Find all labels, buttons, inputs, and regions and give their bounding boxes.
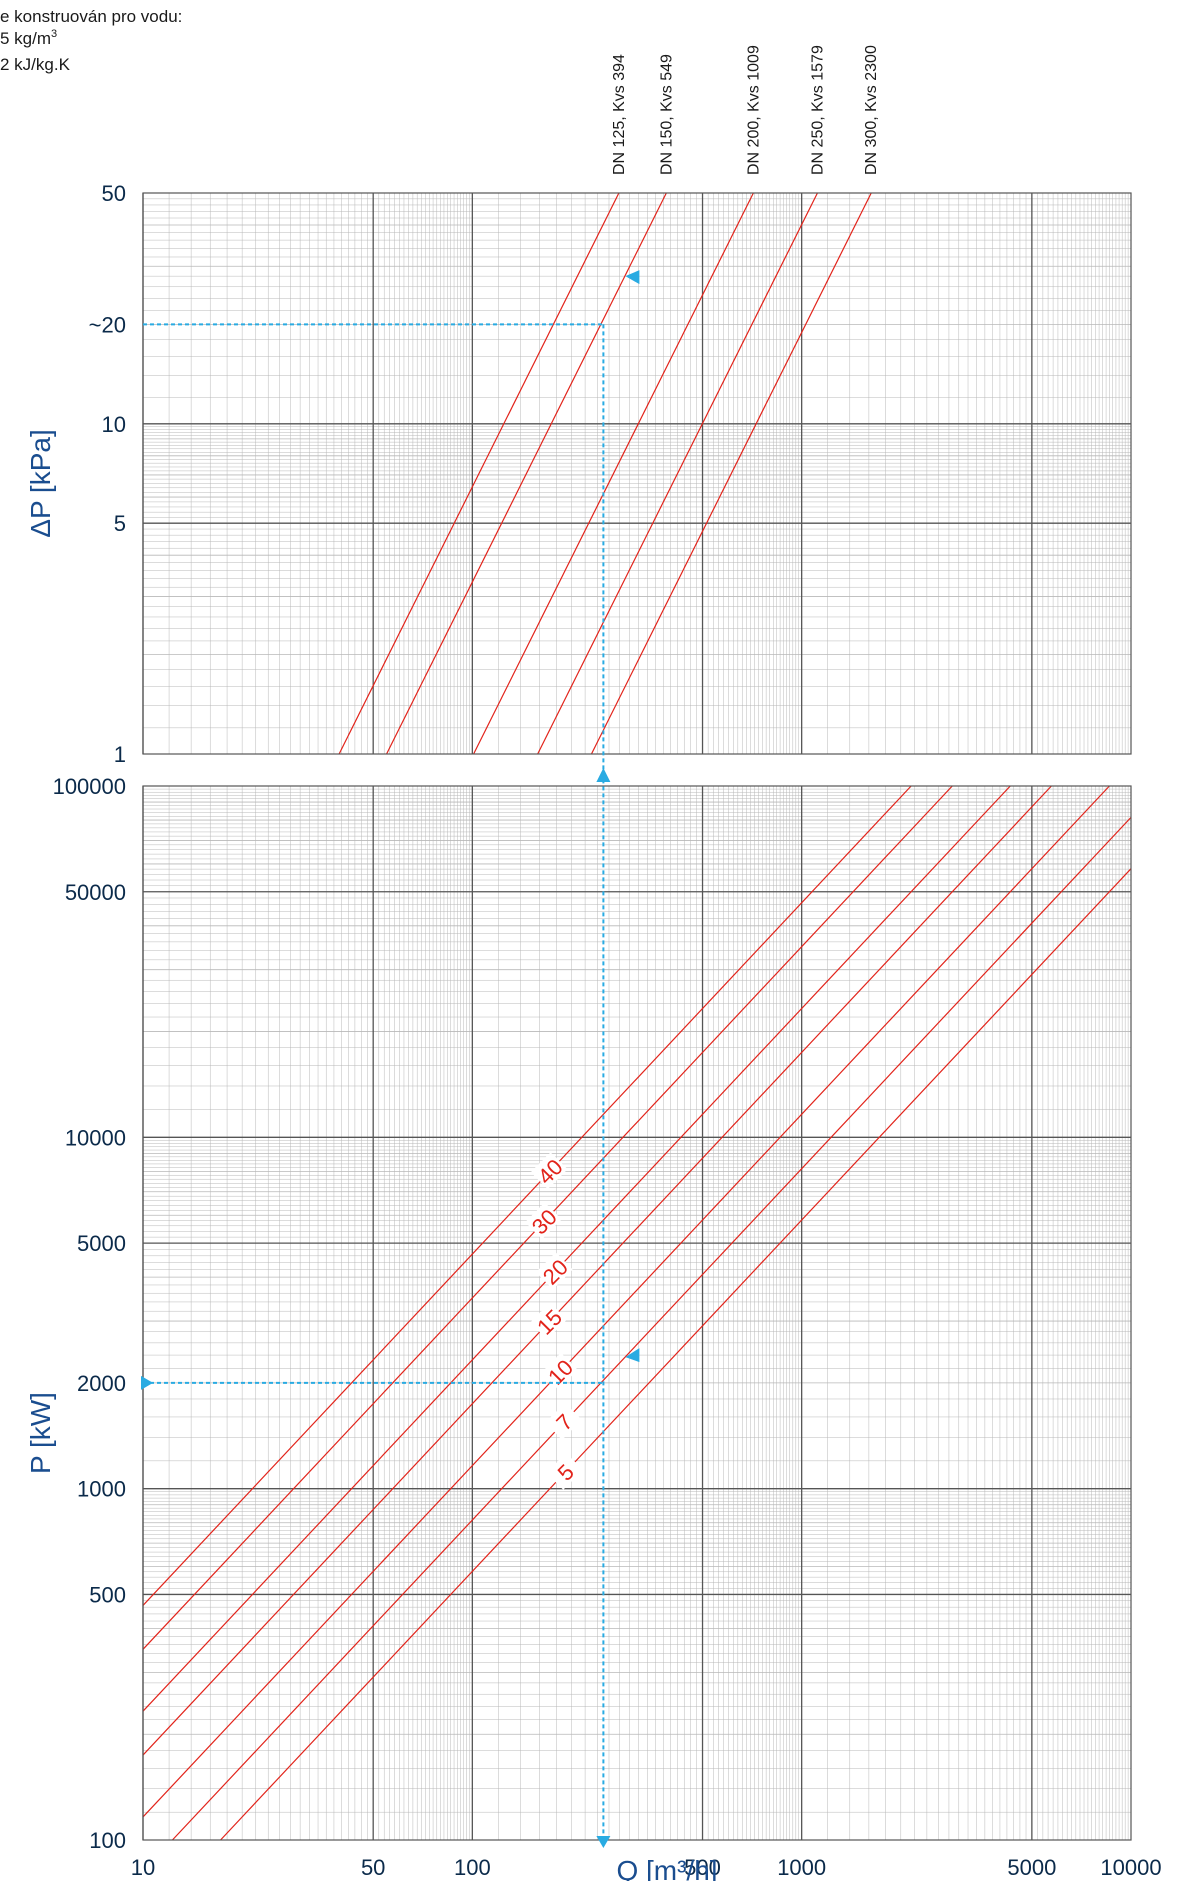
power-curve-6 (220, 868, 1132, 1841)
x-tick-2: 100 (454, 1855, 491, 1880)
x-tick-0: 10 (131, 1855, 155, 1880)
pressure-y-ticks: 50 ~20 10 5 1 (89, 181, 126, 767)
pressure-curve-3 (537, 192, 818, 755)
power-curve-label-bg-0 (530, 1152, 568, 1190)
valve-label-2: DN 200, Kvs 1009 (745, 45, 762, 175)
x-tick-1: 50 (361, 1855, 385, 1880)
fluid-note-line-3: 2 kJ/kg.K (0, 55, 71, 74)
power-y-tick-0: 100000 (53, 774, 126, 799)
fluid-note-line-1: e konstruován pro vodu: (0, 7, 182, 26)
power-curve-label-bg-5 (545, 1402, 582, 1440)
pressure-y-tick-1: ~20 (89, 312, 126, 337)
pressure-panel-frame (142, 192, 1132, 755)
fluid-note: e konstruován pro vodu: 5 kg/m3 2 kJ/kg.… (0, 7, 182, 74)
power-y-tick-2: 10000 (65, 1125, 126, 1150)
example-arrow-p-curve-icon (625, 1348, 640, 1363)
valve-label-3: DN 250, Kvs 1579 (809, 45, 826, 175)
pressure-y-tick-2: 10 (102, 412, 126, 437)
power-y-tick-7: 100 (89, 1828, 126, 1853)
power-curve-4 (142, 785, 1110, 1818)
power-curve-label-bg-2 (535, 1252, 573, 1290)
power-curve-3 (142, 785, 1052, 1756)
power-curve-label-bg-6 (546, 1453, 584, 1490)
fluid-note-line-2-main: 5 kg/m (0, 29, 51, 48)
fluid-note-line-2: 5 kg/m3 (0, 28, 57, 48)
pressure-curve-0 (338, 192, 620, 755)
power-y-ticks: 100000 50000 10000 5000 2000 1000 500 100 (53, 774, 126, 1853)
pressure-y-tick-4: 1 (114, 742, 126, 767)
pressure-y-axis-title: ΔP [kPa] (25, 429, 56, 537)
valve-label-0: DN 125, Kvs 394 (611, 54, 628, 175)
power-curve-label-bg-3 (530, 1302, 567, 1340)
pressure-curves (338, 192, 872, 755)
power-curve-2 (142, 785, 1011, 1712)
pressure-curve-1 (386, 192, 667, 755)
x-ticks: 10 50 100 500 1000 5000 10000 (131, 1855, 1162, 1880)
x-tick-6: 10000 (1100, 1855, 1161, 1880)
example-path (141, 270, 640, 1848)
example-arrow-right-icon (141, 1375, 153, 1390)
power-curve-0 (142, 785, 912, 1606)
fluid-note-line-2-sup: 3 (51, 28, 57, 40)
valve-label-4: DN 300, Kvs 2300 (863, 45, 880, 175)
power-curve-label-bg-4 (541, 1352, 578, 1390)
power-y-tick-3: 5000 (77, 1231, 126, 1256)
power-y-tick-4: 2000 (77, 1371, 126, 1396)
power-y-axis-title: P [kW] (25, 1392, 56, 1474)
x-axis-title: Q [m³/h] (616, 1855, 717, 1881)
power-curve-label-bg-1 (524, 1202, 562, 1240)
pressure-curve-2 (473, 192, 754, 755)
pressure-y-tick-0: 50 (102, 181, 126, 206)
power-curves (142, 785, 1132, 1841)
power-y-tick-1: 50000 (65, 880, 126, 905)
x-tick-3: 500 (684, 1855, 721, 1880)
power-panel-frame (142, 785, 1132, 1841)
pressure-y-tick-3: 5 (114, 511, 126, 536)
pressure-drop-panel: 50 ~20 10 5 1 ΔP [kPa] (25, 181, 1132, 767)
valve-label-1: DN 150, Kvs 549 (658, 54, 675, 175)
example-arrow-dp-curve-icon (625, 270, 640, 285)
power-curve-5 (171, 816, 1132, 1841)
power-y-tick-5: 1000 (77, 1477, 126, 1502)
power-grid (142, 786, 1131, 1840)
x-tick-4: 1000 (777, 1855, 826, 1880)
pressure-curve-4 (590, 192, 872, 755)
example-arrow-up-icon (596, 768, 611, 782)
power-y-tick-6: 500 (89, 1582, 126, 1607)
example-arrow-down-icon (596, 1836, 611, 1848)
valve-labels: DN 125, Kvs 394 DN 150, Kvs 549 DN 200, Kv… (611, 45, 880, 175)
x-tick-5: 5000 (1007, 1855, 1056, 1880)
